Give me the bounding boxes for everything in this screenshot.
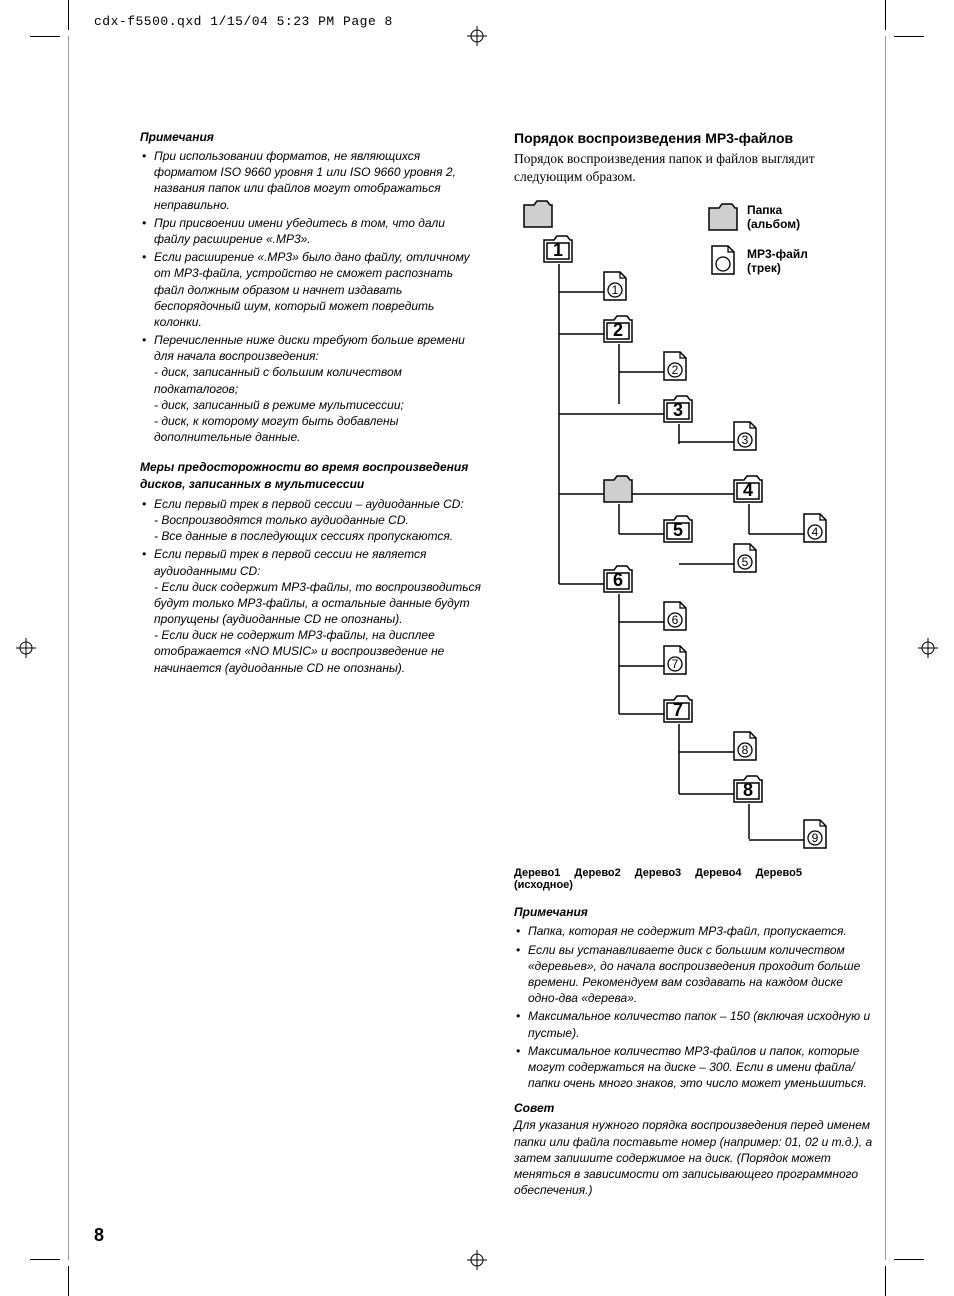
svg-text:4: 4 bbox=[743, 480, 753, 500]
registration-mark-icon bbox=[918, 638, 938, 658]
tree-diagram: Папка(альбом) MP3-файл(трек) 1 2 3 4 5 6 7 8 1 2 3 4 5… bbox=[514, 194, 874, 857]
crop-mark bbox=[894, 1259, 924, 1260]
crop-mark bbox=[30, 36, 60, 37]
list-item: Максимальное количество MP3-файлов и пап… bbox=[528, 1043, 874, 1092]
svg-text:3: 3 bbox=[742, 433, 749, 447]
list-item: Папка, которая не содержит MP3-файл, про… bbox=[528, 923, 874, 939]
svg-text:(альбом): (альбом) bbox=[747, 217, 800, 231]
svg-text:6: 6 bbox=[613, 570, 623, 590]
list-item: Если первый трек в первой сессии – аудио… bbox=[154, 496, 484, 545]
section-intro: Порядок воспроизведения папок и файлов в… bbox=[514, 150, 874, 186]
notes-list: При использовании форматов, не являющихс… bbox=[140, 148, 484, 445]
tree-label: Дерево2 bbox=[574, 867, 620, 879]
tree-label: Дерево3 bbox=[635, 867, 681, 879]
svg-text:6: 6 bbox=[672, 613, 679, 627]
svg-text:7: 7 bbox=[673, 700, 683, 720]
crop-mark bbox=[885, 1266, 886, 1296]
crop-mark bbox=[68, 1266, 69, 1296]
svg-text:5: 5 bbox=[673, 520, 683, 540]
crop-mark bbox=[894, 36, 924, 37]
list-item: Если первый трек в первой сессии не явля… bbox=[154, 546, 484, 676]
list-item: Перечисленные ниже диски требуют больше … bbox=[154, 332, 484, 445]
svg-text:1: 1 bbox=[553, 240, 563, 260]
crop-mark bbox=[30, 1259, 60, 1260]
list-item: Если расширение «.MP3» было дано файлу, … bbox=[154, 249, 484, 330]
page-content: Примечания При использовании форматов, н… bbox=[140, 130, 874, 1198]
section-title: Порядок воспроизведения MP3-файлов bbox=[514, 130, 874, 146]
tree-diagram-svg: Папка(альбом) MP3-файл(трек) 1 2 3 4 5 6 7 8 1 2 3 4 5… bbox=[514, 194, 874, 854]
crop-mark bbox=[885, 0, 886, 30]
svg-text:7: 7 bbox=[672, 657, 679, 671]
left-column: Примечания При использовании форматов, н… bbox=[140, 130, 484, 1198]
svg-text:5: 5 bbox=[742, 555, 749, 569]
tree-sublabel: (исходное) bbox=[514, 879, 874, 891]
list-item: Если вы устанавливаете диск с большим ко… bbox=[528, 942, 874, 1007]
tip-title: Совет bbox=[514, 1101, 874, 1115]
svg-text:MP3-файл: MP3-файл bbox=[747, 247, 808, 261]
page-number: 8 bbox=[94, 1225, 104, 1246]
svg-text:(трек): (трек) bbox=[747, 261, 781, 275]
list-item: При использовании форматов, не являющихс… bbox=[154, 148, 484, 213]
tree-label: Дерево4 bbox=[695, 867, 741, 879]
right-notes-title: Примечания bbox=[514, 905, 874, 919]
right-notes-list: Папка, которая не содержит MP3-файл, про… bbox=[514, 923, 874, 1091]
svg-text:2: 2 bbox=[672, 363, 679, 377]
tree-label: Дерево1 bbox=[514, 867, 560, 879]
crop-mark bbox=[68, 0, 69, 30]
svg-text:4: 4 bbox=[812, 525, 819, 539]
notes-title: Примечания bbox=[140, 130, 484, 144]
svg-text:8: 8 bbox=[742, 743, 749, 757]
list-item: При присвоении имени убедитесь в том, чт… bbox=[154, 215, 484, 247]
registration-mark-icon bbox=[16, 638, 36, 658]
svg-text:8: 8 bbox=[743, 780, 753, 800]
svg-text:2: 2 bbox=[613, 320, 623, 340]
tree-label: Дерево5 bbox=[756, 867, 802, 879]
precaution-title: Меры предосторожности во время воспроизв… bbox=[140, 459, 484, 491]
svg-text:Папка: Папка bbox=[747, 203, 783, 217]
right-column: Порядок воспроизведения MP3-файлов Поряд… bbox=[514, 130, 874, 1198]
header-slug: cdx-f5500.qxd 1/15/04 5:23 PM Page 8 bbox=[94, 14, 393, 29]
svg-text:9: 9 bbox=[812, 831, 819, 845]
precaution-list: Если первый трек в первой сессии – аудио… bbox=[140, 496, 484, 676]
tip-body: Для указания нужного порядка воспроизвед… bbox=[514, 1117, 874, 1198]
tree-labels: Дерево1 Дерево2 Дерево3 Дерево4 Дерево5 bbox=[514, 867, 874, 879]
svg-text:1: 1 bbox=[612, 283, 619, 297]
list-item: Максимальное количество папок – 150 (вкл… bbox=[528, 1008, 874, 1040]
svg-text:3: 3 bbox=[673, 400, 683, 420]
